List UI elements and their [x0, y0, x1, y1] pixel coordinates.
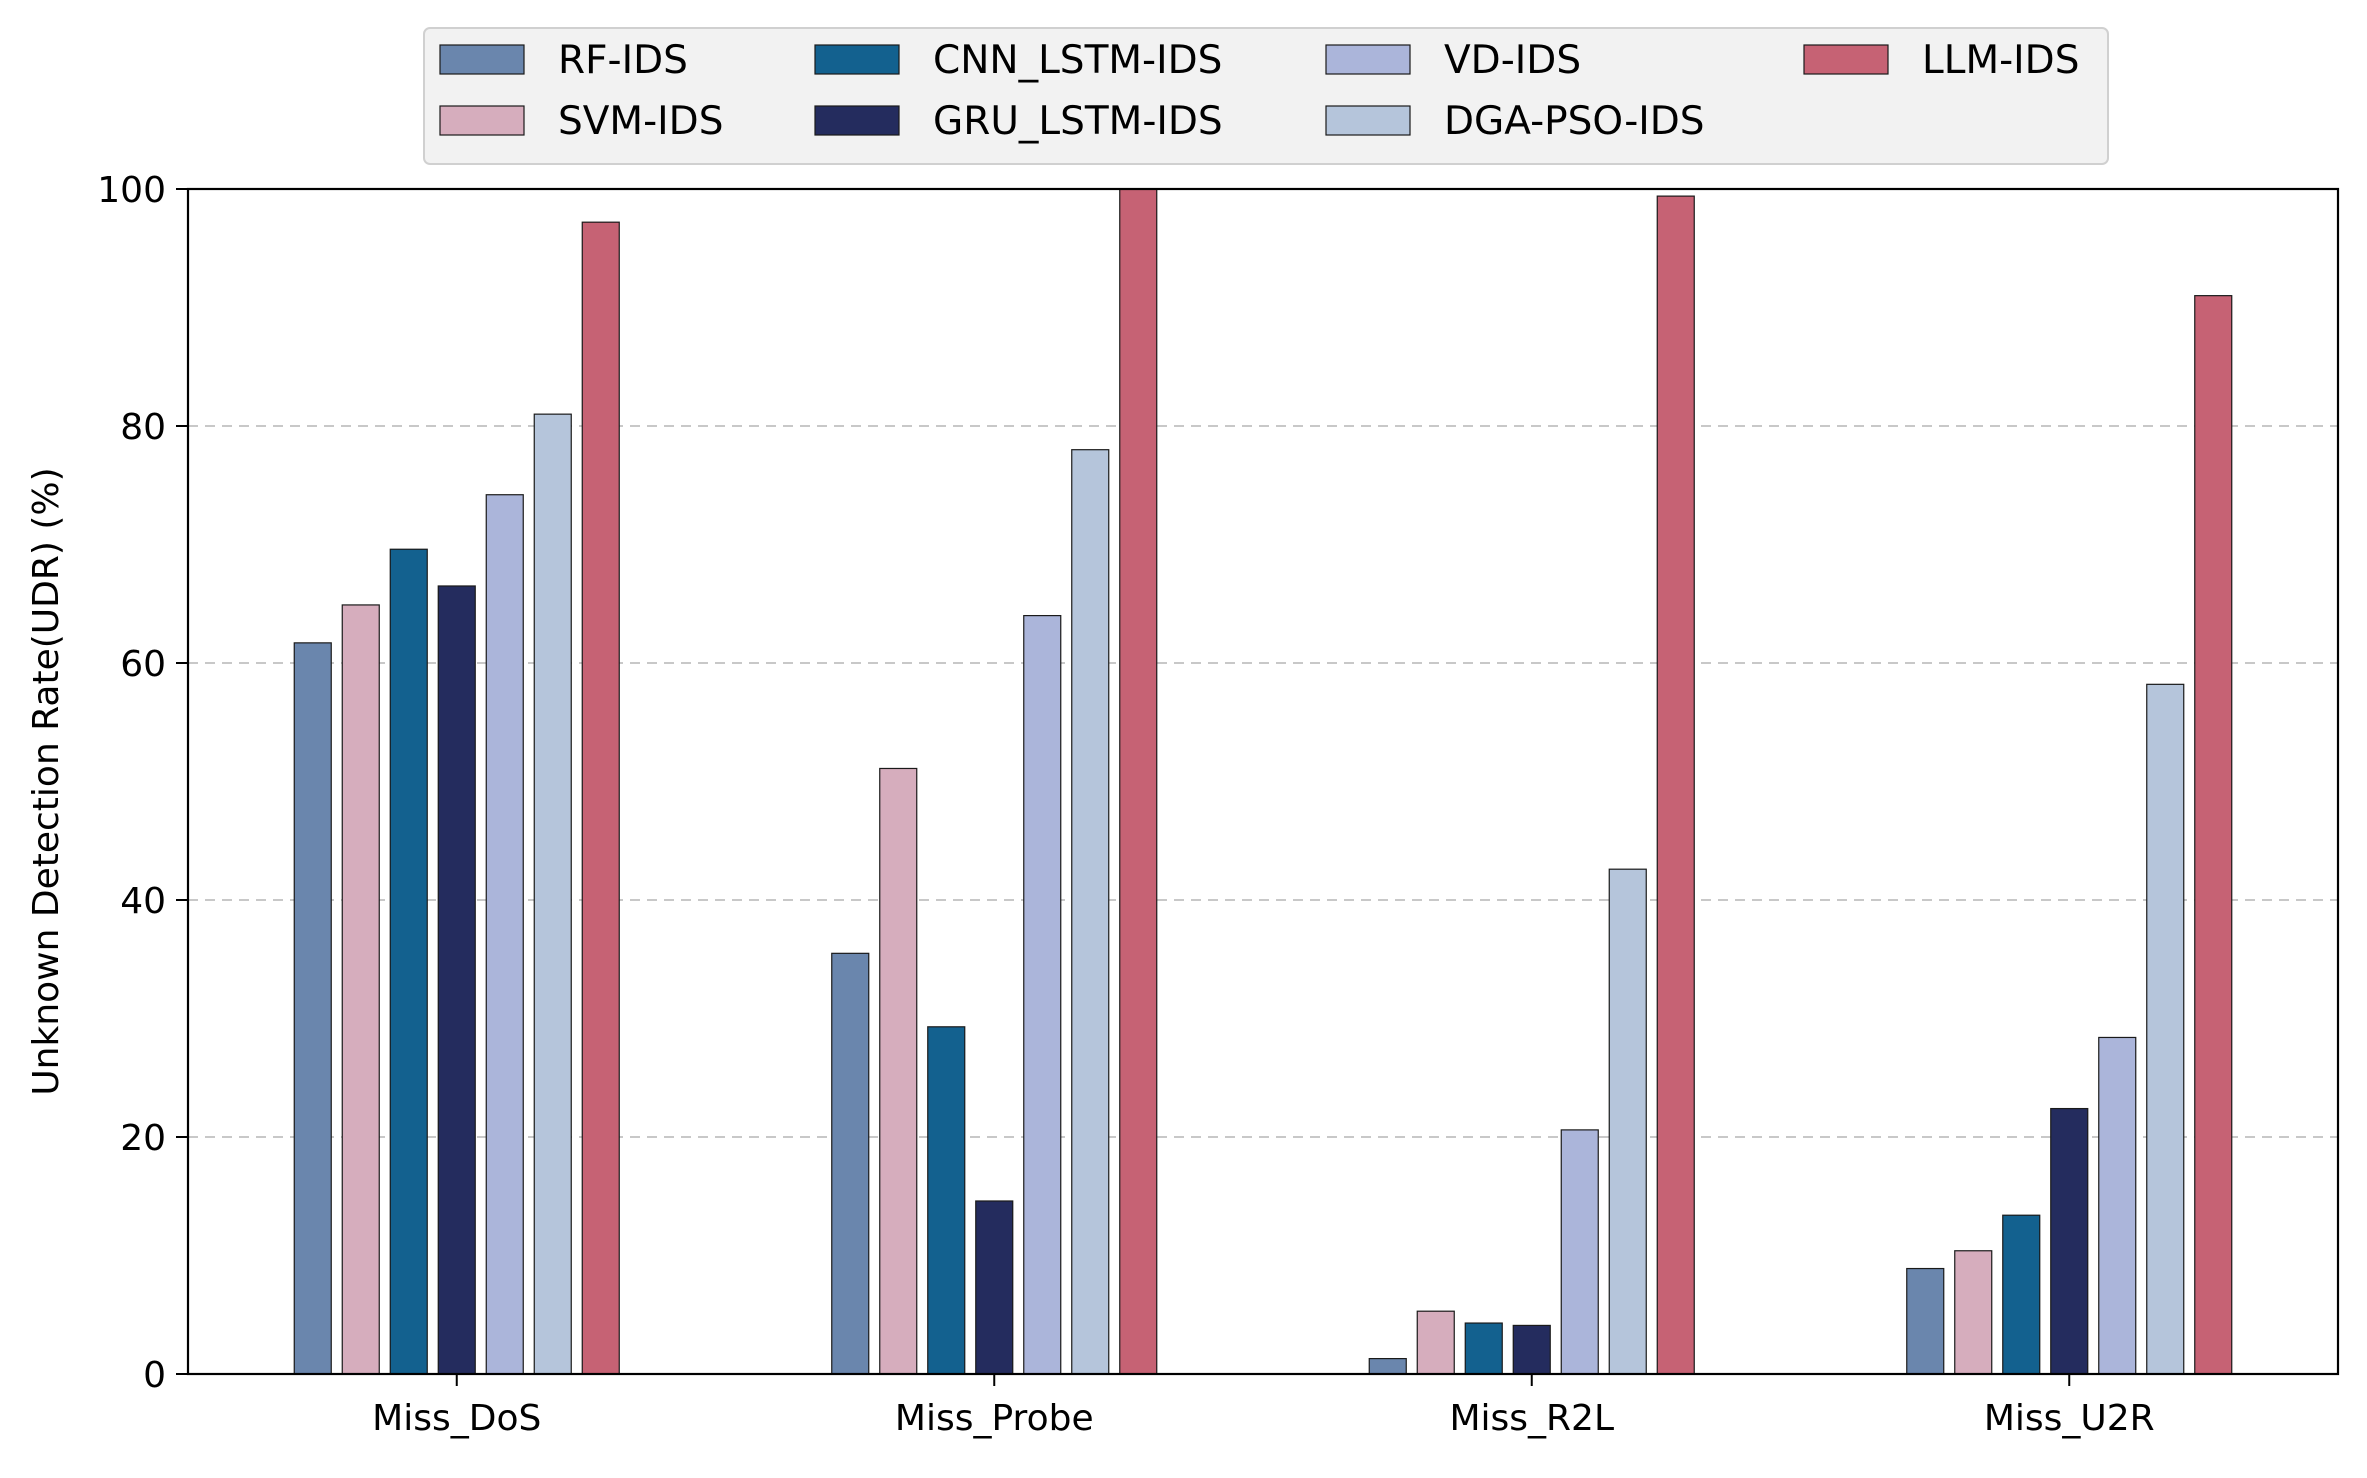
y-tick-label: 0	[143, 1355, 166, 1396]
bar-cnn-lstm-ids-miss-probe	[927, 1026, 966, 1375]
bar-gru-lstm-ids-miss-u2r	[2050, 1107, 2089, 1375]
y-tick-label: 80	[120, 407, 166, 448]
legend-swatch-svm-ids	[439, 105, 525, 136]
bar-svm-ids-miss-probe	[879, 767, 918, 1375]
legend-label-svm-ids: SVM-IDS	[558, 99, 723, 144]
x-tick-label: Miss_Probe	[895, 1398, 1094, 1439]
legend: RF-IDS SVM-IDS CNN_LSTM-IDS GRU_LSTM-IDS VD-…	[423, 27, 2109, 165]
y-axis-ticks: 0 20 40 60 80 100	[97, 170, 188, 1396]
bar-vd-ids-miss-r2l	[1560, 1129, 1599, 1375]
x-tick-label: Miss_R2L	[1449, 1398, 1614, 1439]
bar-svm-ids-miss-r2l	[1416, 1310, 1455, 1375]
bar-llm-ids-miss-u2r	[2194, 295, 2233, 1375]
bar-gru-lstm-ids-miss-probe	[975, 1200, 1014, 1375]
bars	[293, 188, 2233, 1375]
bar-svm-ids-miss-dos	[341, 604, 380, 1375]
plot-frame	[186, 187, 2340, 1376]
bar-gru-lstm-ids-miss-dos	[437, 585, 476, 1375]
legend-swatch-rf-ids	[439, 44, 525, 75]
bar-vd-ids-miss-u2r	[2098, 1036, 2137, 1375]
bar-cnn-lstm-ids-miss-dos	[389, 548, 428, 1375]
legend-label-llm-ids: LLM-IDS	[1922, 38, 2079, 83]
bar-vd-ids-miss-probe	[1023, 614, 1062, 1375]
bar-cnn-lstm-ids-miss-r2l	[1464, 1322, 1503, 1375]
bar-rf-ids-miss-r2l	[1368, 1357, 1407, 1375]
bar-rf-ids-miss-u2r	[1906, 1267, 1945, 1375]
bar-rf-ids-miss-probe	[831, 952, 870, 1375]
bar-llm-ids-miss-probe	[1119, 188, 1158, 1375]
bar-llm-ids-miss-dos	[581, 221, 620, 1375]
bar-rf-ids-miss-dos	[293, 642, 332, 1375]
legend-label-rf-ids: RF-IDS	[558, 38, 688, 83]
legend-label-vd-ids: VD-IDS	[1444, 38, 1581, 83]
y-tick-label: 60	[120, 644, 166, 685]
legend-swatch-dga-pso-ids	[1325, 105, 1411, 136]
legend-label-gru-lstm-ids: GRU_LSTM-IDS	[933, 99, 1223, 144]
bar-cnn-lstm-ids-miss-u2r	[2002, 1214, 2041, 1375]
bar-llm-ids-miss-r2l	[1656, 195, 1695, 1375]
y-tick-label: 100	[97, 170, 166, 211]
legend-swatch-llm-ids	[1803, 44, 1889, 75]
bar-dga-pso-ids-miss-r2l	[1608, 868, 1647, 1375]
bar-gru-lstm-ids-miss-r2l	[1512, 1324, 1551, 1375]
legend-label-dga-pso-ids: DGA-PSO-IDS	[1444, 99, 1705, 144]
legend-swatch-gru-lstm-ids	[814, 105, 900, 136]
bar-dga-pso-ids-miss-probe	[1071, 449, 1110, 1375]
x-tick-label: Miss_U2R	[1984, 1398, 2155, 1439]
bar-dga-pso-ids-miss-u2r	[2146, 683, 2185, 1375]
x-axis-ticks: Miss_DoS Miss_Probe Miss_R2L Miss_U2R	[372, 1374, 2155, 1439]
y-tick-label: 20	[120, 1118, 166, 1159]
bar-vd-ids-miss-dos	[485, 494, 524, 1375]
bar-dga-pso-ids-miss-dos	[533, 413, 572, 1375]
legend-swatch-vd-ids	[1325, 44, 1411, 75]
bar-svm-ids-miss-u2r	[1954, 1250, 1993, 1375]
y-axis-label: Unknown Detection Rate(UDR) (%)	[26, 467, 67, 1095]
y-tick-label: 40	[120, 881, 166, 922]
legend-swatch-cnn-lstm-ids	[814, 44, 900, 75]
legend-label-cnn-lstm-ids: CNN_LSTM-IDS	[933, 38, 1222, 83]
x-tick-label: Miss_DoS	[372, 1398, 541, 1439]
